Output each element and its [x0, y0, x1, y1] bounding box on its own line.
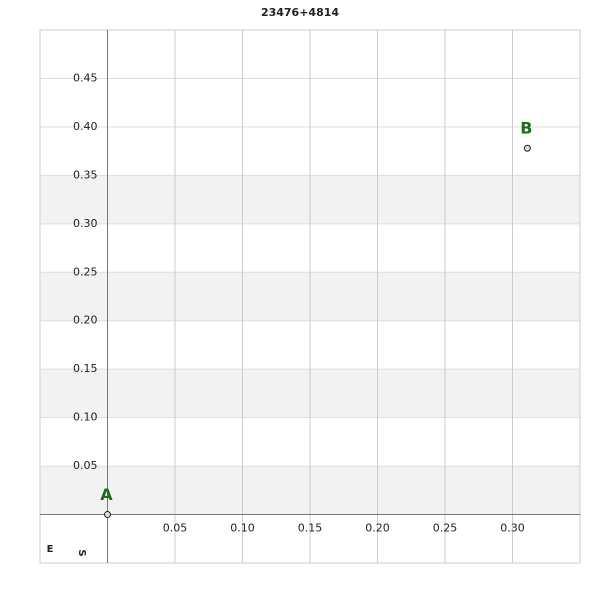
y-tick-label: 0.40: [73, 120, 98, 133]
direction-label: S: [76, 549, 87, 556]
x-tick-label: 0.25: [433, 522, 458, 535]
x-tick-label: 0.15: [298, 522, 323, 535]
x-tick-label: 0.10: [230, 522, 255, 535]
y-tick-label: 0.30: [73, 217, 98, 230]
point: [523, 144, 531, 152]
y-tick-label: 0.15: [73, 362, 98, 375]
y-tick-label: 0.35: [73, 168, 98, 181]
y-tick-label: 0.45: [73, 71, 98, 84]
y-tick-label: 0.20: [73, 314, 98, 327]
point: [104, 511, 111, 519]
y-tick-label: 0.10: [73, 411, 98, 424]
direction-label: E: [47, 544, 54, 555]
y-tick-label: 0.25: [73, 265, 98, 278]
y-tick-label: 0.05: [73, 459, 98, 472]
x-tick-label: 0.05: [163, 522, 188, 535]
chart-title: 23476+4814: [261, 6, 339, 19]
x-tick-label: 0.20: [365, 522, 390, 535]
point-label: B: [520, 119, 532, 138]
x-tick-label: 0.30: [500, 522, 525, 535]
point-label: A: [100, 485, 113, 504]
